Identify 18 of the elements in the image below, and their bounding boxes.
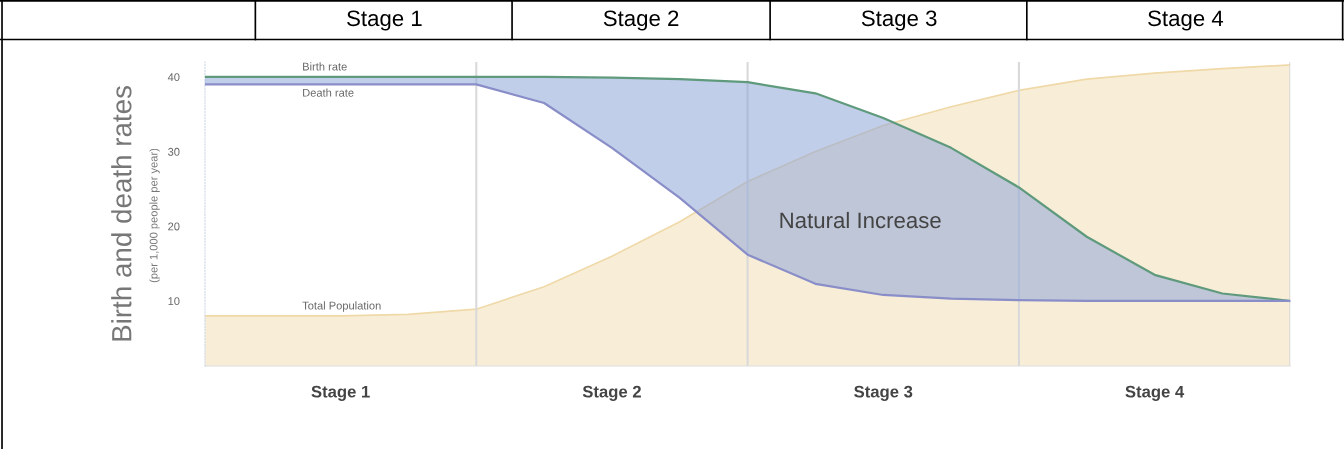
text: Stage 4 [1148, 10, 1224, 31]
text: Stage 1 [347, 10, 422, 31]
x-tick-label: Stage 3 [854, 385, 913, 401]
annotation: Natural Increase [780, 211, 941, 229]
x-tick-label: Stage 2 [582, 385, 641, 401]
series-label: Death rate [303, 88, 354, 97]
x-tick-label: Stage 4 [1125, 385, 1185, 401]
y-tick-label: 10 [168, 297, 180, 306]
y-tick-label: 20 [168, 222, 180, 231]
text: Stage 2 [603, 10, 679, 31]
y-axis-title: Birth and death rates [111, 86, 132, 341]
series-label: Birth rate [303, 62, 347, 71]
series-label: Total Population [302, 301, 381, 312]
y-tick-label: 40 [167, 73, 180, 82]
text: Stage 3 [861, 10, 937, 31]
x-tick-label: Stage 1 [311, 385, 370, 401]
y-tick-label: 30 [168, 147, 180, 156]
text: (per 1,000 people per year) [149, 148, 160, 283]
